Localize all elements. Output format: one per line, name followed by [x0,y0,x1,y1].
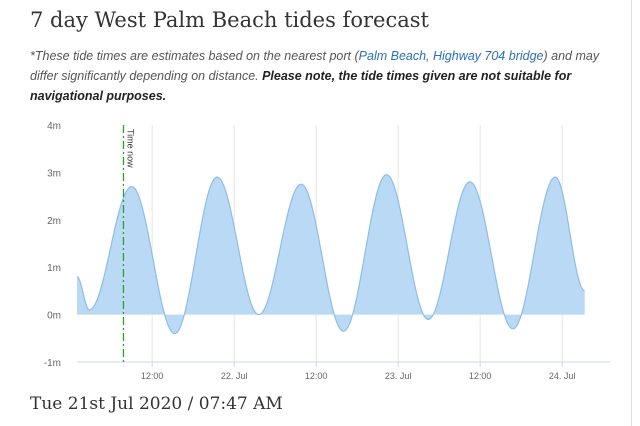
y-tick-label: 1m [47,263,61,274]
y-tick-label: 4m [47,121,61,132]
disclaimer-prefix: *These tide times are estimates based on… [30,49,359,63]
y-tick-label: 2m [47,216,61,227]
disclaimer-text: *These tide times are estimates based on… [30,46,620,106]
navigational-warning: Please note, the tide times given are no… [30,69,572,103]
x-tick-label: 12:00 [305,371,328,381]
tide-line [76,174,585,335]
y-tick-label: 3m [47,168,61,179]
x-tick-label: 12:00 [141,371,164,381]
tide-chart: -1m 0m 1m 2m 3m 4m 12:00 22. Jul 12:00 23. Jul 12:… [30,112,620,387]
x-tick-label: 12:00 [469,371,492,381]
x-tick-label: 24. Jul [549,371,576,381]
y-tick-label: -1m [44,358,61,369]
tide-chart-svg: -1m 0m 1m 2m 3m 4m 12:00 22. Jul 12:00 23. Jul 12:… [44,121,610,381]
content-border [631,0,632,426]
x-tick-label: 23. Jul [385,371,412,381]
y-tick-label: 0m [47,311,61,322]
time-now-label: Time now [125,129,135,168]
disclaimer-middle: ) and may differ significantly depending… [30,49,600,83]
tide-area [77,174,585,334]
current-date-time: Tue 21st Jul 2020 / 07:47 AM [30,394,283,414]
x-tick-label: 22. Jul [221,371,248,381]
port-link[interactable]: Palm Beach, Highway 704 bridge [358,49,544,63]
page-title: 7 day West Palm Beach tides forecast [30,8,429,32]
